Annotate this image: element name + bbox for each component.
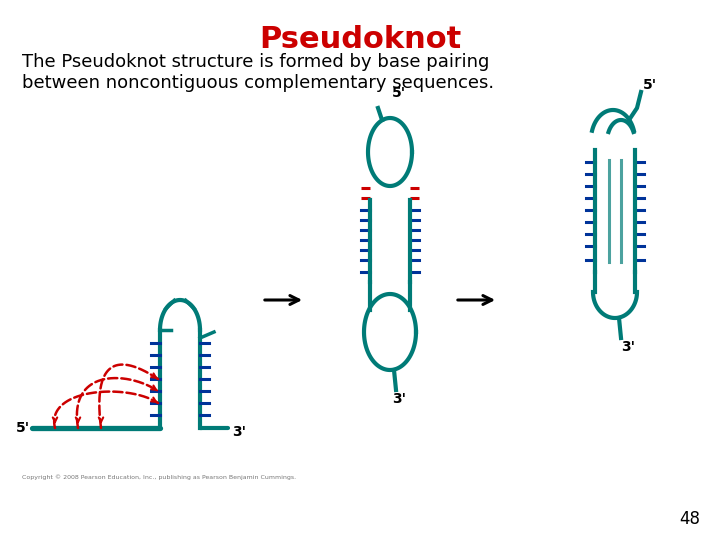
Text: 48: 48 [679, 510, 700, 528]
Text: 5': 5' [643, 78, 657, 92]
Text: 3': 3' [621, 340, 635, 354]
Text: 5': 5' [16, 421, 30, 435]
Text: 5': 5' [392, 86, 406, 100]
Text: Copyright © 2008 Pearson Education, Inc., publishing as Pearson Benjamin Cumming: Copyright © 2008 Pearson Education, Inc.… [22, 474, 296, 480]
Text: 3': 3' [392, 392, 406, 406]
Text: Pseudoknot: Pseudoknot [259, 25, 461, 54]
Text: 3': 3' [232, 425, 246, 439]
Text: The Pseudoknot structure is formed by base pairing
between noncontiguous complem: The Pseudoknot structure is formed by ba… [22, 53, 494, 92]
